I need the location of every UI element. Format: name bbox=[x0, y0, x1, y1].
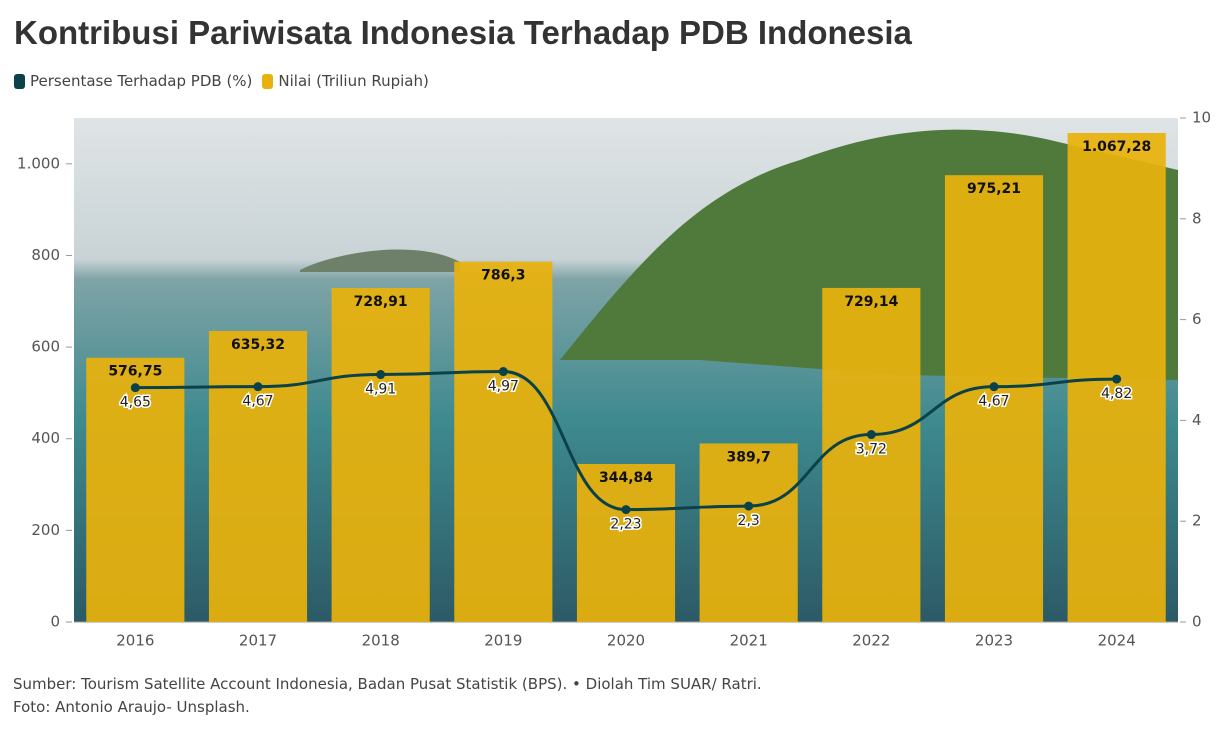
x-tick-label: 2019 bbox=[484, 632, 522, 650]
line-value-label: 2,3 bbox=[738, 513, 760, 529]
bar-value-label: 1.067,28 bbox=[1082, 139, 1151, 155]
line-value-label: 4,97 bbox=[488, 379, 519, 395]
x-tick-label: 2016 bbox=[116, 632, 154, 650]
bar bbox=[454, 261, 553, 622]
line-value-label: 4,65 bbox=[120, 395, 151, 411]
chart-title: Kontribusi Pariwisata Indonesia Terhadap… bbox=[14, 14, 912, 51]
y-tick-label: 600 bbox=[31, 338, 60, 356]
bar bbox=[944, 175, 1044, 622]
bar bbox=[822, 287, 921, 622]
y2-tick-label: 10 bbox=[1192, 109, 1211, 127]
x-tick-label: 2017 bbox=[239, 632, 277, 650]
y2-tick-label: 4 bbox=[1192, 411, 1202, 429]
y-tick-label: 200 bbox=[31, 521, 60, 539]
y2-tick-label: 6 bbox=[1192, 310, 1202, 328]
x-tick-label: 2018 bbox=[362, 632, 400, 650]
legend-label: Persentase Terhadap PDB (%) bbox=[30, 72, 253, 90]
legend-swatch bbox=[262, 73, 274, 89]
bar-value-label: 389,7 bbox=[727, 449, 771, 465]
bar-value-label: 728,91 bbox=[354, 294, 408, 310]
line-value-label: 2,23 bbox=[610, 517, 641, 533]
line-value-label: 4,67 bbox=[978, 394, 1009, 410]
bar-value-label: 786,3 bbox=[481, 268, 525, 284]
line-value-label: 4,91 bbox=[365, 382, 396, 398]
line-point bbox=[253, 382, 263, 392]
line-point bbox=[130, 383, 140, 393]
bar-value-label: 635,32 bbox=[231, 337, 285, 353]
line-point bbox=[621, 505, 631, 515]
source-note: Sumber: Tourism Satellite Account Indone… bbox=[13, 675, 762, 693]
y-tick-label: 0 bbox=[50, 613, 60, 631]
legend-item: Persentase Terhadap PDB (%) bbox=[14, 72, 252, 90]
background-island bbox=[300, 249, 460, 272]
y2-tick-label: 8 bbox=[1192, 209, 1202, 227]
legend-label: Nilai (Triliun Rupiah) bbox=[278, 72, 429, 90]
bar-value-label: 729,14 bbox=[844, 294, 898, 310]
y2-tick-label: 0 bbox=[1192, 613, 1202, 631]
bar-value-label: 975,21 bbox=[967, 181, 1021, 197]
line-point bbox=[989, 382, 999, 392]
y-tick-label: 1.000 bbox=[17, 154, 60, 172]
x-tick-label: 2023 bbox=[975, 632, 1013, 650]
line-value-label: 4,67 bbox=[242, 394, 273, 410]
legend: Persentase Terhadap PDB (%) Nilai (Trili… bbox=[14, 72, 429, 90]
line-point bbox=[376, 370, 386, 380]
y2-tick-label: 2 bbox=[1192, 512, 1202, 530]
x-tick-label: 2024 bbox=[1098, 632, 1136, 650]
legend-swatch bbox=[14, 73, 25, 89]
bar-value-label: 344,84 bbox=[599, 470, 653, 486]
x-tick-label: 2020 bbox=[607, 632, 645, 650]
bar-value-label: 576,75 bbox=[108, 364, 162, 380]
y-tick-label: 400 bbox=[31, 429, 60, 447]
bar bbox=[331, 288, 430, 622]
line-value-label: 4,82 bbox=[1101, 386, 1132, 402]
line-value-label: 3,72 bbox=[856, 442, 887, 458]
x-tick-label: 2022 bbox=[852, 632, 890, 650]
line-point bbox=[866, 430, 876, 440]
bar bbox=[86, 357, 185, 622]
photo-credit: Foto: Antonio Araujo- Unsplash. bbox=[13, 698, 250, 716]
line-point bbox=[1112, 374, 1122, 384]
line-point bbox=[744, 501, 754, 511]
x-tick-label: 2021 bbox=[730, 632, 768, 650]
notes: Sumber: Tourism Satellite Account Indone… bbox=[13, 673, 762, 719]
bar bbox=[576, 464, 676, 622]
bar bbox=[208, 330, 308, 622]
y-tick-label: 800 bbox=[31, 246, 60, 264]
legend-item: Nilai (Triliun Rupiah) bbox=[262, 72, 429, 90]
bar bbox=[699, 443, 798, 622]
line-point bbox=[498, 367, 508, 377]
